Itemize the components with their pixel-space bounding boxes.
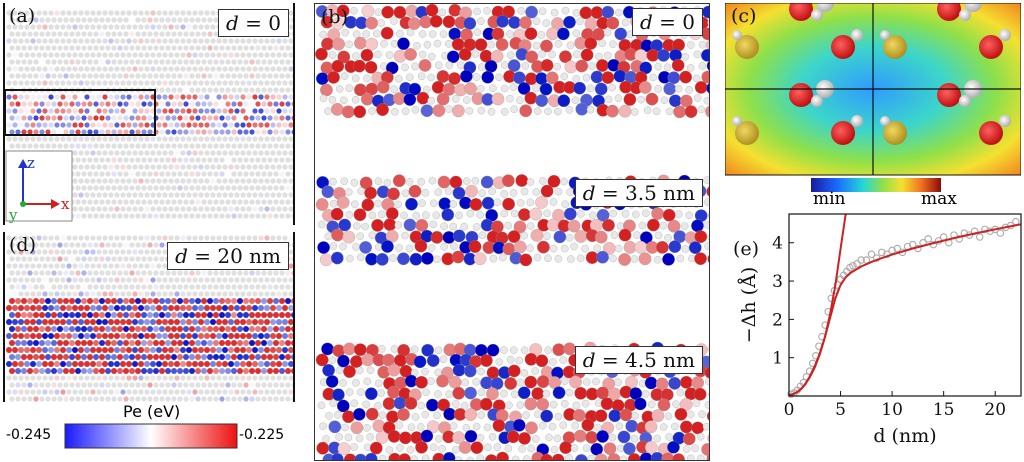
axis-y-label: y xyxy=(8,206,18,224)
y-tick-label: 4 xyxy=(772,234,783,254)
data-point xyxy=(981,225,989,234)
axis-x-label: x xyxy=(61,195,70,213)
panel-c-label: (c) xyxy=(731,5,757,27)
pe-colorbar xyxy=(64,423,238,449)
x-tick-label: 15 xyxy=(933,400,955,420)
colorbar-max-label: -0.225 xyxy=(239,427,285,443)
colorbar-title: Pe (eV) xyxy=(123,402,181,421)
x-tick-label: 0 xyxy=(784,400,795,420)
panel-e-label: (e) xyxy=(733,238,760,260)
axes-triad xyxy=(5,150,73,222)
data-point xyxy=(867,250,876,258)
potential-colorbar xyxy=(811,178,941,192)
axis-z-label: z xyxy=(27,154,35,172)
panel-b-d-label-2: d = 4.5 nm xyxy=(574,346,703,374)
panel-a-d-label: d = 0 xyxy=(217,9,289,37)
x-tick-label: 10 xyxy=(881,400,903,420)
panel-d-d-label: d = 20 nm xyxy=(167,242,289,270)
plot-frame xyxy=(788,213,1022,397)
data-point xyxy=(996,229,1005,237)
fit-line-large-d xyxy=(788,223,1022,397)
panel-d: (d) d = 20 nm Pe (eV) -0.245 -0.225 xyxy=(3,232,295,460)
colorbar-max: max xyxy=(921,189,957,208)
panel-a: z y x (a) d = 0 xyxy=(3,3,295,225)
panel-d-label: (d) xyxy=(9,234,36,256)
y-tick-label: 3 xyxy=(772,272,783,292)
data-point xyxy=(976,233,984,241)
colorbar-min-label: -0.245 xyxy=(6,427,52,443)
fit-line-small-d xyxy=(788,213,847,397)
panel-a-slab: z y x xyxy=(3,3,295,225)
panel-a-label: (a) xyxy=(9,5,36,27)
y-tick-label: 2 xyxy=(772,310,783,330)
y-tick-label: 1 xyxy=(772,349,783,369)
height-vs-d-plot: 0 5 10 15 20 1 2 3 4 d (nm) −Δh (Å) xyxy=(738,213,1022,447)
data-point xyxy=(878,248,886,257)
x-tick-label: 5 xyxy=(835,400,846,420)
y-axis-label: −Δh (Å) xyxy=(738,267,760,343)
panel-b-d-label-1: d = 3.5 nm xyxy=(574,179,703,207)
panel-c: (c) min max xyxy=(725,3,1021,208)
colorbar-min: min xyxy=(813,189,846,208)
panel-b: (b) d = 0 d = 3.5 nm d = 4.5 nm xyxy=(314,3,710,461)
data-point xyxy=(853,260,861,268)
x-tick-label: 20 xyxy=(984,400,1006,420)
panel-b-d-label-0: d = 0 xyxy=(631,8,703,36)
data-point xyxy=(857,256,865,264)
data-point xyxy=(955,235,963,243)
data-point xyxy=(924,235,932,243)
x-axis-label: d (nm) xyxy=(873,425,936,447)
panel-b-slabs xyxy=(315,4,709,460)
panel-e: 0 5 10 15 20 1 2 3 4 d (nm) −Δh (Å) (e) xyxy=(725,210,1024,462)
panel-d-slab xyxy=(3,232,295,449)
potential-map xyxy=(725,3,1021,192)
panel-b-label: (b) xyxy=(321,6,348,28)
data-point xyxy=(849,261,857,270)
data-point xyxy=(893,244,902,253)
